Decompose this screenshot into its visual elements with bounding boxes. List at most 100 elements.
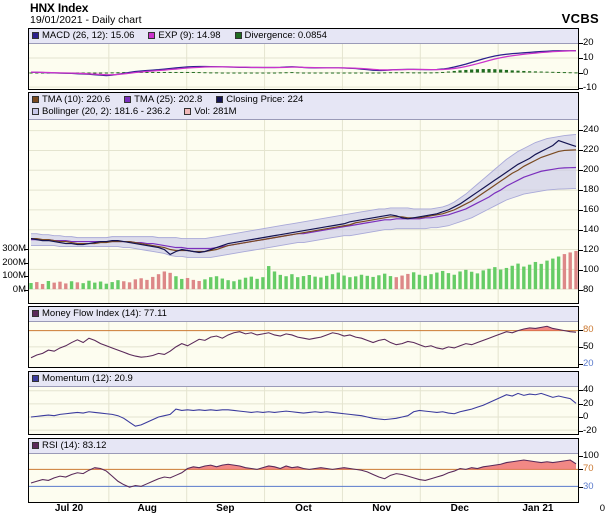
axis-tick-mark [579, 431, 583, 432]
price-axis-tick: 80 [583, 284, 594, 295]
mfi-axis-tick: 80 [583, 324, 594, 336]
axis-tick-mark [579, 290, 583, 291]
legend-bollinger: Bollinger (20, 2): 181.6 - 236.2 [32, 106, 170, 118]
rsi-swatch [32, 442, 39, 449]
price-legend: TMA (10): 220.6 TMA (25): 202.8 Closing Pr… [29, 93, 578, 120]
legend-label: Closing Price: 224 [226, 94, 304, 105]
axis-tick-mark [579, 43, 583, 44]
axis-tick-mark [24, 276, 28, 278]
price-legend-row-1: TMA (10): 220.6 TMA (25): 202.8 Closing Pr… [32, 94, 578, 106]
price-axis-tick: 200 [583, 164, 599, 175]
momentum-axis-tick: 20 [583, 397, 594, 409]
legend-label: Money Flow Index (14): 77.11 [42, 308, 167, 319]
price-axis-tick: 160 [583, 204, 599, 215]
price-axis-tick: 100 [583, 264, 599, 275]
axis-tick-mark [579, 73, 583, 74]
macd-axis-tick: 20 [583, 37, 594, 48]
rsi-axis-tick: 70 [583, 463, 594, 475]
rsi-panel: RSI (14): 83.12 [28, 438, 579, 503]
legend-tma-10: TMA (10): 220.6 [32, 94, 110, 106]
momentum-swatch [32, 375, 39, 382]
axis-tick-mark [579, 417, 583, 419]
legend-macd-signal: EXP (9): 14.98 [148, 30, 221, 42]
macd-signal-swatch [148, 32, 156, 39]
legend-tma-25: TMA (25): 202.8 [124, 94, 202, 106]
mfi-axis-tick: 20 [583, 358, 594, 369]
volume-axis-tick: 0M [12, 284, 26, 295]
momentum-axis-tick: 0 [583, 411, 589, 423]
macd-axis-tick: 10 [583, 52, 594, 63]
page-title: HNX Index [30, 1, 89, 15]
price-axis-tick: 240 [583, 124, 599, 135]
momentum-legend-row: Momentum (12): 20.9 [32, 373, 578, 385]
x-axis-trailing-label: 0 [599, 503, 605, 514]
legend-money-flow-index: Money Flow Index (14): 77.11 [32, 308, 167, 320]
axis-tick-mark [579, 58, 583, 59]
rsi-legend: RSI (14): 83.12 [29, 439, 578, 454]
mfi-swatch [32, 310, 39, 317]
axis-tick-mark [579, 456, 583, 458]
legend-label: EXP (9): 14.98 [158, 30, 221, 41]
legend-rsi: RSI (14): 83.12 [32, 440, 106, 452]
macd-divergence-swatch [234, 32, 242, 39]
chart-header: HNX Index 19/01/2021 - Daily chart VCBS [0, 0, 607, 28]
volume-axis-tick: 100M [2, 270, 26, 282]
axis-tick-mark [579, 190, 583, 191]
axis-tick-mark [579, 150, 583, 151]
rsi-axis-tick: 100 [583, 450, 599, 462]
price-axis-tick: 220 [583, 144, 599, 155]
axis-tick-mark [24, 248, 28, 250]
legend-label: RSI (14): 83.12 [42, 440, 107, 451]
volume-swatch [184, 108, 192, 115]
macd-line-swatch [32, 32, 39, 39]
axis-tick-mark [579, 270, 583, 271]
x-axis: 0 Jul 20 Aug Sep Oct Nov Dec Jan 21 [0, 503, 607, 521]
volume-axis-tick: 200M [2, 256, 26, 268]
legend-label: TMA (10): 220.6 [42, 94, 111, 105]
macd-legend-row: MACD (26, 12): 15.06 EXP (9): 14.98 Diverg… [32, 30, 578, 42]
axis-tick-mark [579, 230, 583, 231]
legend-closing-price: Closing Price: 224 [216, 94, 303, 106]
rsi-legend-row: RSI (14): 83.12 [32, 440, 578, 452]
axis-tick-mark [579, 403, 583, 405]
mfi-legend: Money Flow Index (14): 77.11 [29, 307, 578, 322]
macd-legend: MACD (26, 12): 15.06 EXP (9): 14.98 Diverg… [29, 29, 578, 44]
axis-tick-mark [579, 330, 583, 332]
legend-label: Momentum (12): 20.9 [42, 373, 133, 384]
legend-label: TMA (25): 202.8 [134, 94, 203, 105]
money-flow-index-panel: Money Flow Index (14): 77.11 [28, 306, 579, 368]
axis-tick-mark [579, 88, 583, 89]
tma-25-swatch [124, 96, 132, 103]
momentum-legend: Momentum (12): 20.9 [29, 372, 578, 387]
price-axis-tick: 180 [583, 184, 599, 195]
price-plot [29, 93, 578, 303]
macd-panel: MACD (26, 12): 15.06 EXP (9): 14.98 Diverg… [28, 28, 579, 90]
axis-tick-mark [579, 130, 583, 131]
momentum-panel: Momentum (12): 20.9 [28, 371, 579, 435]
axis-tick-mark [24, 290, 28, 291]
closing-price-swatch [216, 96, 224, 103]
mfi-legend-row: Money Flow Index (14): 77.11 [32, 308, 578, 320]
axis-tick-mark [579, 250, 583, 251]
volume-axis-tick: 300M [2, 242, 26, 254]
legend-label: Vol: 281M [194, 106, 237, 117]
macd-axis-tick: 0 [583, 67, 589, 78]
axis-tick-mark [579, 210, 583, 211]
macd-axis-tick: -10 [583, 82, 597, 93]
legend-label: MACD (26, 12): 15.06 [42, 30, 135, 41]
legend-macd-divergence: Divergence: 0.0854 [234, 30, 327, 42]
price-axis-tick: 140 [583, 224, 599, 235]
axis-tick-mark [24, 262, 28, 264]
legend-label: Bollinger (20, 2): 181.6 - 236.2 [42, 106, 171, 117]
rsi-axis-tick: 30 [583, 480, 594, 492]
x-axis-tick-label: Nov [372, 503, 392, 514]
bollinger-swatch [32, 108, 39, 115]
axis-tick-mark [579, 347, 583, 349]
axis-tick-mark [579, 364, 583, 365]
mfi-axis-tick: 50 [583, 341, 594, 353]
x-axis-tick-label: Jan 21 [522, 503, 554, 514]
momentum-axis-tick: -20 [583, 425, 597, 436]
axis-tick-mark [579, 486, 583, 488]
x-axis-tick-label: Aug [137, 503, 157, 514]
chart-subtitle: 19/01/2021 - Daily chart [30, 14, 142, 26]
